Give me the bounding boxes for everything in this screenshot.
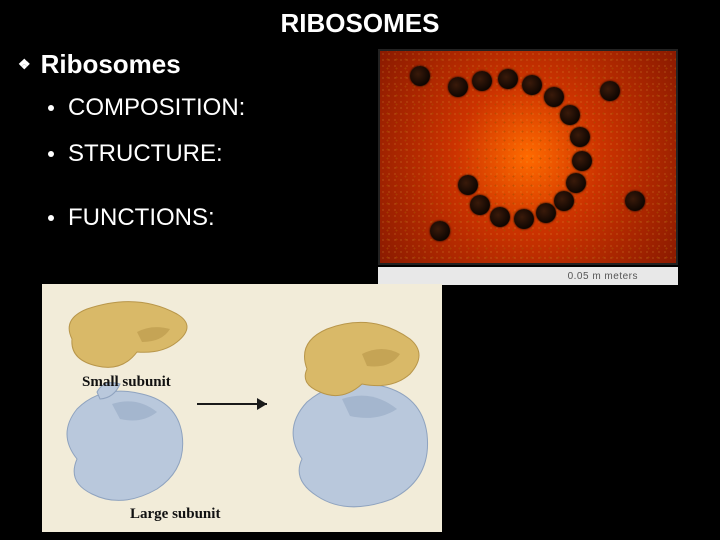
assembled-ribosome <box>293 322 427 506</box>
ribosome-dot <box>448 77 468 97</box>
bullet-functions: FUNCTIONS: <box>18 204 378 232</box>
label-small-subunit: Small subunit <box>82 374 171 391</box>
text-column: ❖ Ribosomes COMPOSITION: STRUCTURE: FUNC… <box>18 49 378 265</box>
ribosome-dot <box>458 175 478 195</box>
ribosome-dot <box>544 87 564 107</box>
ribosome-dot <box>522 75 542 95</box>
ribosome-dot <box>472 71 492 91</box>
slide-title: RIBOSOMES <box>0 0 720 49</box>
bullet-composition: COMPOSITION: <box>18 94 378 122</box>
ribosome-dot <box>536 203 556 223</box>
ribosome-dot <box>410 66 430 86</box>
ribosome-dot <box>430 221 450 241</box>
small-subunit-left <box>69 302 187 368</box>
ribosome-dot <box>514 209 534 229</box>
arrow-icon <box>197 398 267 410</box>
ribosome-dot <box>560 105 580 125</box>
large-subunit-left <box>67 383 183 501</box>
micrograph-container: 0.05 m meters <box>378 49 678 265</box>
ribosome-dot <box>570 127 590 147</box>
ribosome-dot <box>554 191 574 211</box>
ribosome-dot <box>600 81 620 101</box>
diagram-svg <box>42 284 442 532</box>
ribosome-dot <box>490 207 510 227</box>
ribosome-dot <box>470 195 490 215</box>
ribosome-dot <box>566 173 586 193</box>
section-heading: ❖ Ribosomes <box>18 49 378 80</box>
scale-label: 0.05 m meters <box>568 271 638 282</box>
disc-bullet-icon <box>48 215 54 221</box>
ribosome-dot <box>625 191 645 211</box>
disc-bullet-icon <box>48 105 54 111</box>
bullet-structure: STRUCTURE: <box>18 140 378 168</box>
bullet-text: FUNCTIONS: <box>68 204 215 232</box>
disc-bullet-icon <box>48 151 54 157</box>
heading-text: Ribosomes <box>41 49 181 80</box>
ribosome-dot <box>498 69 518 89</box>
ribosome-dot <box>572 151 592 171</box>
content-row: ❖ Ribosomes COMPOSITION: STRUCTURE: FUNC… <box>0 49 720 265</box>
label-large-subunit: Large subunit <box>130 506 220 523</box>
diamond-bullet-icon: ❖ <box>18 56 31 73</box>
electron-micrograph <box>378 49 678 265</box>
bullet-text: COMPOSITION: <box>68 94 245 122</box>
bullet-text: STRUCTURE: <box>68 140 223 168</box>
subunit-diagram: Small subunit Large subunit <box>42 284 442 532</box>
scale-bar: 0.05 m meters <box>378 267 678 285</box>
